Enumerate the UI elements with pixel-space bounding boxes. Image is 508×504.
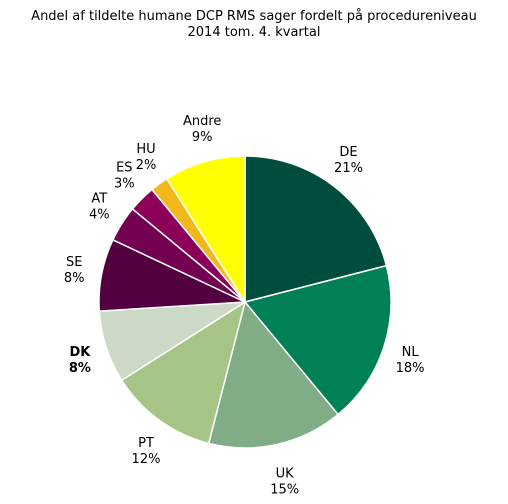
pie-labels: DE21%NL18%UK15%PT12%DK8%SE8%AT4%ES3%HU2%… xyxy=(64,114,425,497)
pie-value-hu: 2% xyxy=(136,158,157,173)
chart-title: Andel af tildelte humane DCP RMS sager f… xyxy=(0,9,508,41)
pie-value-de: 21% xyxy=(334,161,363,176)
pie-slice-de xyxy=(244,155,388,303)
pie-label-andre: Andre xyxy=(183,114,221,129)
pie-value-uk: 15% xyxy=(270,483,299,498)
pie-slice-andre xyxy=(166,155,246,303)
pie-label-de: DE xyxy=(339,145,357,160)
chart-title-line-1: Andel af tildelte humane DCP RMS sager f… xyxy=(31,9,477,24)
pie-slice-pt xyxy=(120,301,246,445)
pie-label-hu: HU xyxy=(136,142,155,157)
pie-slices xyxy=(98,155,392,449)
pie-value-nl: 18% xyxy=(396,361,425,376)
pie-value-pt: 12% xyxy=(132,452,161,467)
pie-label-uk: UK xyxy=(276,467,295,482)
pie-value-andre: 9% xyxy=(192,130,213,145)
pie-label-at: AT xyxy=(91,192,107,207)
pie-label-nl: NL xyxy=(402,345,420,360)
pie-slice-nl xyxy=(244,264,392,416)
pie-value-at: 4% xyxy=(89,208,110,223)
pie-label-se: SE xyxy=(66,255,82,270)
chart-title-line-2: 2014 tom. 4. kvartal xyxy=(187,25,321,40)
pie-label-es: ES xyxy=(116,160,132,175)
pie-slice-uk xyxy=(207,301,339,449)
pie-label-pt: PT xyxy=(138,436,154,451)
pie-value-dk: 8% xyxy=(69,361,91,376)
pie-value-se: 8% xyxy=(64,271,85,286)
pie-label-dk: DK xyxy=(69,345,91,360)
pie-value-es: 3% xyxy=(114,176,135,191)
